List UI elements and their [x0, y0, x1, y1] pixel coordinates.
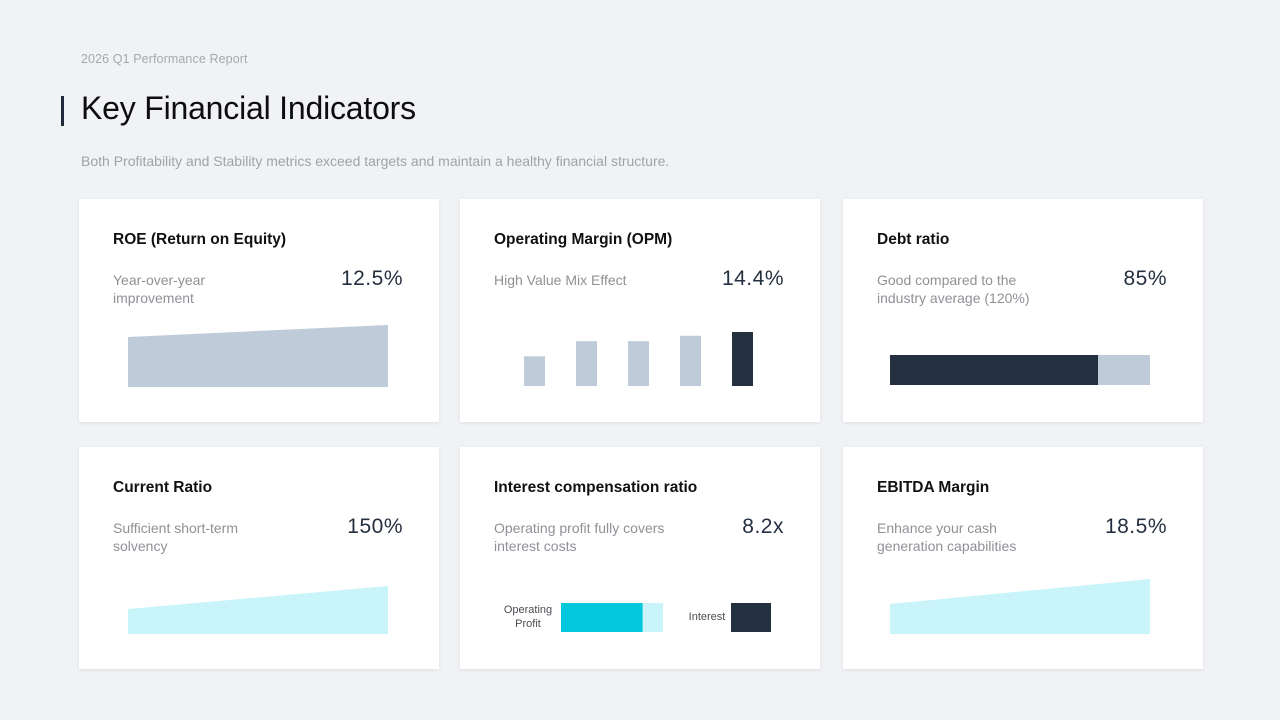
page-title: Key Financial Indicators — [81, 90, 416, 126]
card-description: High Value Mix Effect — [494, 272, 627, 288]
roe-trend-area — [128, 325, 388, 387]
card-title: ROE (Return on Equity) — [113, 231, 287, 248]
opm-bar — [628, 341, 649, 386]
opm-bar — [524, 356, 545, 386]
current-ratio-trend-chart — [128, 586, 388, 634]
card-opm: Operating Margin (OPM) High Value Mix Ef… — [460, 199, 820, 422]
card-title: Debt ratio — [877, 231, 950, 248]
current-ratio-trend-area — [128, 586, 388, 634]
card-roe: ROE (Return on Equity) Year-over-year im… — [79, 199, 439, 422]
debt-ratio-bar — [890, 355, 1150, 385]
card-value: 8.2x — [742, 515, 784, 538]
opm-bar — [680, 335, 701, 386]
card-interest-coverage: Interest compensation ratio Operating pr… — [460, 447, 820, 669]
card-title: Operating Margin (OPM) — [494, 231, 673, 248]
card-value: 12.5% — [340, 267, 403, 290]
card-title: EBITDA Margin — [877, 479, 990, 496]
card-description: Sufficient short-term solvency — [113, 520, 239, 554]
card-description: Year-over-year improvement — [113, 272, 206, 306]
ebitda-trend-area — [890, 579, 1150, 634]
card-debt-ratio: Debt ratio Good compared to the industry… — [843, 199, 1203, 422]
opm-bar — [576, 341, 597, 386]
opm-bar-chart — [524, 332, 753, 386]
report-label: 2026 Q1 Performance Report — [81, 52, 248, 66]
interest-label: Interest — [688, 611, 726, 623]
debt-bar-fill — [890, 355, 1098, 385]
interest-bar — [731, 603, 771, 632]
card-description: Enhance your cash generation capabilitie… — [877, 520, 1017, 554]
page-subtitle: Both Profitability and Stability metrics… — [81, 153, 670, 169]
card-value: 85% — [1123, 267, 1167, 290]
ebitda-trend-chart — [890, 579, 1150, 634]
card-value: 150% — [347, 515, 403, 538]
title-accent-bar — [61, 96, 64, 126]
card-description: Operating profit fully covers interest c… — [494, 520, 665, 554]
operating-profit-fill — [561, 603, 643, 632]
opm-bar — [732, 332, 753, 386]
operating-profit-label: Operating Profit — [503, 604, 553, 630]
card-value: 18.5% — [1104, 515, 1167, 538]
card-current-ratio: Current Ratio Sufficient short-term solv… — [79, 447, 439, 669]
card-title: Interest compensation ratio — [494, 479, 698, 496]
card-ebitda-margin: EBITDA Margin Enhance your cash generati… — [843, 447, 1203, 669]
interest-fill — [731, 603, 771, 632]
card-description: Good compared to the industry average (1… — [877, 272, 1030, 306]
roe-trend-chart — [128, 325, 388, 387]
card-value: 14.4% — [721, 267, 784, 290]
operating-profit-bar — [561, 603, 663, 632]
card-title: Current Ratio — [113, 479, 213, 496]
